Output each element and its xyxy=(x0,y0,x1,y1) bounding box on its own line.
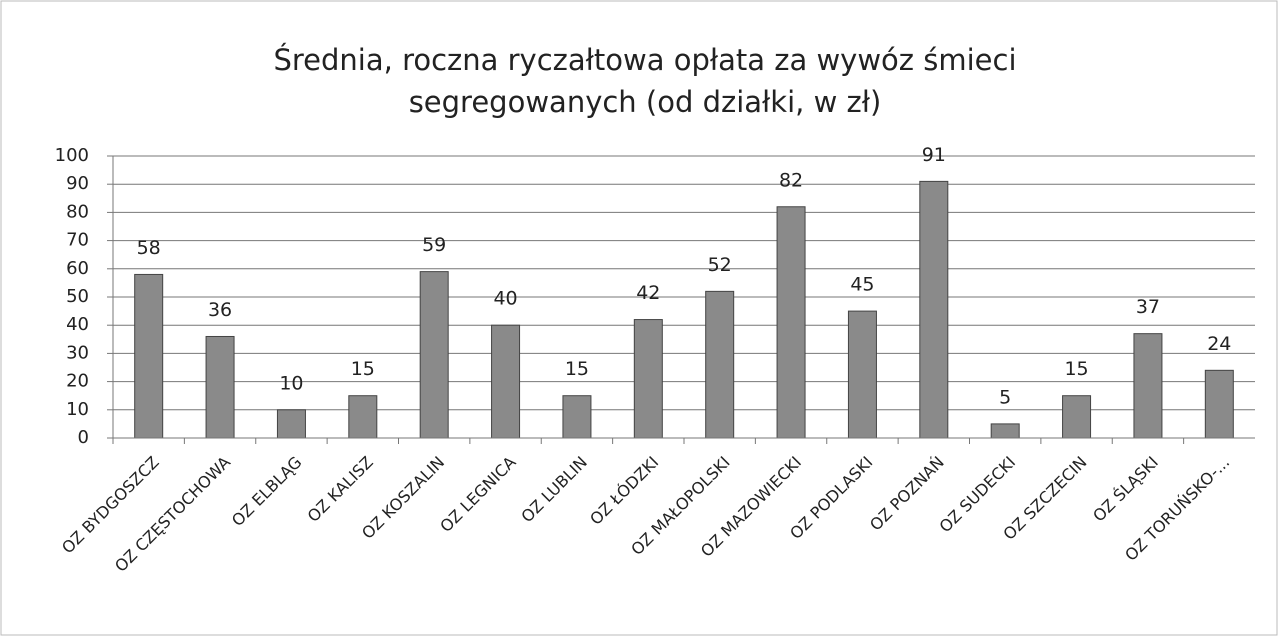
bar xyxy=(1133,333,1163,439)
bar xyxy=(419,271,449,439)
data-label: 15 xyxy=(1064,358,1088,380)
data-label: 5 xyxy=(999,386,1011,408)
bar xyxy=(847,310,877,439)
data-label: 15 xyxy=(565,358,589,380)
bar xyxy=(491,324,521,439)
bar xyxy=(276,409,306,439)
x-tick-label: OZ LEGNICA xyxy=(436,453,519,536)
y-tick-label: 60 xyxy=(66,258,89,279)
y-tick-label: 30 xyxy=(66,342,89,363)
data-label: 45 xyxy=(850,274,874,296)
x-tick-label: OZ KALISZ xyxy=(304,453,377,526)
x-tick-label: OZ LUBLIN xyxy=(517,453,591,527)
bar xyxy=(1204,369,1234,439)
y-tick-label: 100 xyxy=(55,145,89,166)
bar xyxy=(919,180,949,439)
x-tick-label: OZ ŁÓDZKI xyxy=(586,453,662,529)
bar xyxy=(1062,395,1092,439)
data-label: 10 xyxy=(279,372,303,394)
data-label: 37 xyxy=(1136,296,1160,318)
data-label: 36 xyxy=(208,299,232,321)
data-label: 91 xyxy=(922,144,946,166)
data-label: 82 xyxy=(779,169,803,191)
y-tick-label: 40 xyxy=(66,314,89,335)
y-tick-label: 10 xyxy=(66,399,89,420)
chart-title: Średnia, roczna ryczałtowa opłata za wyw… xyxy=(273,43,1016,77)
bar xyxy=(776,206,806,439)
data-label: 42 xyxy=(636,282,660,304)
data-label: 40 xyxy=(493,288,517,310)
y-tick-label: 80 xyxy=(66,201,89,222)
x-tick-label: OZ ELBLĄG xyxy=(228,453,306,531)
bar xyxy=(705,290,735,439)
y-tick-label: 50 xyxy=(66,286,89,307)
data-label: 58 xyxy=(137,237,161,259)
bar xyxy=(633,319,663,439)
bar xyxy=(990,423,1020,439)
data-label: 52 xyxy=(708,254,732,276)
x-tick-label: OZ ŚLĄSKI xyxy=(1089,453,1162,526)
y-tick-label: 70 xyxy=(66,230,89,251)
data-label: 59 xyxy=(422,234,446,256)
bar xyxy=(134,273,164,439)
data-label: 24 xyxy=(1207,333,1231,355)
y-tick-label: 90 xyxy=(66,173,89,194)
bar xyxy=(205,335,235,439)
y-tick-label: 0 xyxy=(78,427,89,448)
bar xyxy=(348,395,378,439)
bar xyxy=(562,395,592,439)
data-label: 15 xyxy=(351,358,375,380)
chart-title: segregowanych (od działki, w zł) xyxy=(409,85,882,119)
y-tick-label: 20 xyxy=(66,371,89,392)
